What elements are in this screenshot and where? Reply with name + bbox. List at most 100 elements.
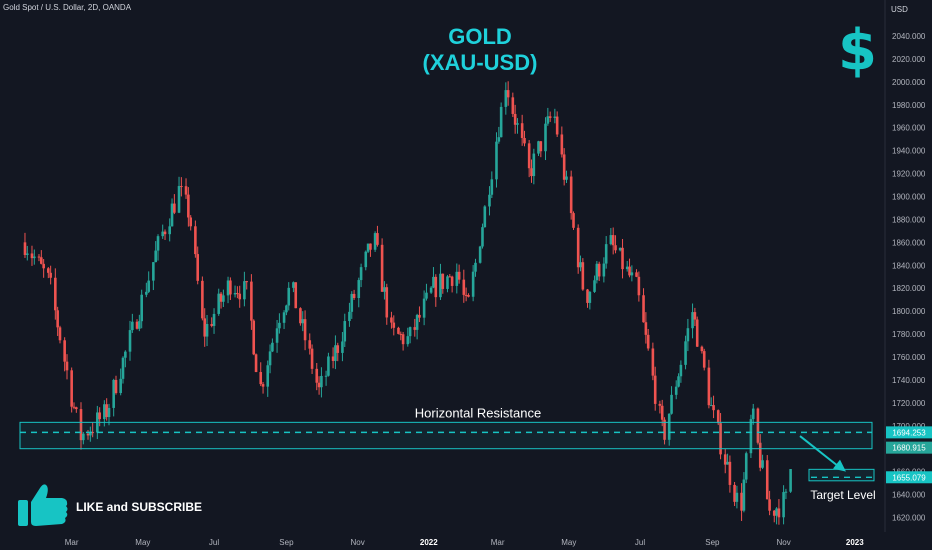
candle-body xyxy=(278,322,281,329)
y-tick-label: 1840.000 xyxy=(892,261,926,270)
candle-body xyxy=(70,370,73,407)
candle-body xyxy=(236,293,239,295)
candle-body xyxy=(553,116,557,118)
x-tick-label: May xyxy=(135,538,150,547)
candle-body xyxy=(597,263,601,277)
candle-body xyxy=(670,394,673,414)
candle-body xyxy=(527,143,531,169)
candle-body xyxy=(33,256,36,259)
y-tick-label: 1880.000 xyxy=(892,215,926,224)
candle-body xyxy=(588,291,592,303)
candle-body xyxy=(177,186,181,213)
candle-body xyxy=(539,141,543,152)
candle-body xyxy=(254,354,258,373)
y-tick-label: 1740.000 xyxy=(892,376,926,385)
candle-body xyxy=(30,253,34,259)
candle-body xyxy=(357,280,361,299)
candle-body xyxy=(663,419,666,440)
candle-body xyxy=(187,194,190,218)
candle-body xyxy=(635,272,638,277)
candle-body xyxy=(749,419,753,454)
candle-body xyxy=(86,433,90,436)
candle-body xyxy=(415,314,419,330)
x-tick-label: Sep xyxy=(705,538,720,547)
candle-body xyxy=(252,320,256,355)
candle-body xyxy=(602,263,606,277)
candle-body xyxy=(646,334,650,349)
candle-body xyxy=(320,375,323,388)
candle-body xyxy=(579,262,582,268)
candle-body xyxy=(576,227,580,268)
candle-body xyxy=(135,321,139,329)
candle-body xyxy=(327,356,330,376)
candle-body xyxy=(250,281,253,321)
y-tick-label: 1960.000 xyxy=(892,124,926,133)
candle-body xyxy=(42,263,45,269)
candle-body xyxy=(366,243,370,252)
price-label-text: 1655.079 xyxy=(892,473,926,482)
candle-body xyxy=(147,280,150,292)
candle-body xyxy=(712,405,715,411)
candle-body xyxy=(245,281,249,283)
candle-body xyxy=(324,375,328,377)
candle-body xyxy=(530,168,533,177)
currency-label: USD xyxy=(891,5,908,14)
candle-body xyxy=(532,153,536,177)
candle-body xyxy=(210,323,214,326)
candle-body xyxy=(121,357,125,379)
candle-body xyxy=(733,484,736,502)
candle-body xyxy=(686,328,690,342)
candle-body xyxy=(513,113,517,125)
candle-body xyxy=(709,405,713,407)
candle-body xyxy=(565,176,568,180)
candle-body xyxy=(219,293,223,302)
candle-body xyxy=(299,308,302,324)
candle-body xyxy=(777,508,781,518)
target-arrow xyxy=(799,435,841,469)
y-tick-label: 1720.000 xyxy=(892,399,926,408)
candle-body xyxy=(429,287,433,293)
candle-body xyxy=(350,293,354,312)
candle-body xyxy=(406,336,410,345)
time-axis[interactable]: Mar May Jul Sep Nov 2022 Mar May Jul Sep Nov 2023 xyxy=(65,538,864,547)
candle-body xyxy=(408,327,412,337)
candle-body xyxy=(89,432,92,436)
candle-body xyxy=(772,510,776,516)
candle-body xyxy=(593,280,596,292)
candle-body xyxy=(173,203,176,213)
candle-body xyxy=(719,423,722,455)
resistance-zone xyxy=(19,421,873,450)
candle-body xyxy=(537,141,540,154)
candle-body xyxy=(301,319,305,324)
candle-body xyxy=(58,327,62,341)
candle-body xyxy=(140,294,143,322)
price-axis[interactable]: 2040.000 2020.000 2000.000 1980.000 1960.000… xyxy=(884,0,926,532)
candle-body xyxy=(217,293,221,314)
candle-body xyxy=(506,90,510,98)
candle-body xyxy=(390,317,393,323)
x-tick-label: 2022 xyxy=(420,538,438,547)
chart-title-line1: GOLD xyxy=(448,24,512,49)
candle-body xyxy=(63,340,66,362)
candle-body xyxy=(303,319,307,341)
candle-body xyxy=(385,287,389,318)
y-tick-label: 1760.000 xyxy=(892,353,926,362)
candle-body xyxy=(481,227,484,247)
annotation-zones: Horizontal Resistance Target Level xyxy=(19,405,876,502)
chart-title-line2: (XAU-USD) xyxy=(422,50,538,75)
candle-body xyxy=(546,116,550,124)
candle-body xyxy=(266,365,270,387)
candle-body xyxy=(212,313,216,326)
candle-body xyxy=(611,235,615,246)
candle-body xyxy=(418,314,421,318)
candle-body xyxy=(79,409,83,441)
candle-body xyxy=(595,263,599,281)
x-tick-label: Nov xyxy=(776,538,790,547)
price-label-text: 1694.253 xyxy=(892,428,926,437)
candle-body xyxy=(674,386,678,395)
candle-body xyxy=(163,231,167,235)
candle-body xyxy=(292,282,295,288)
candle-body xyxy=(238,293,242,300)
candle-body xyxy=(520,123,524,138)
